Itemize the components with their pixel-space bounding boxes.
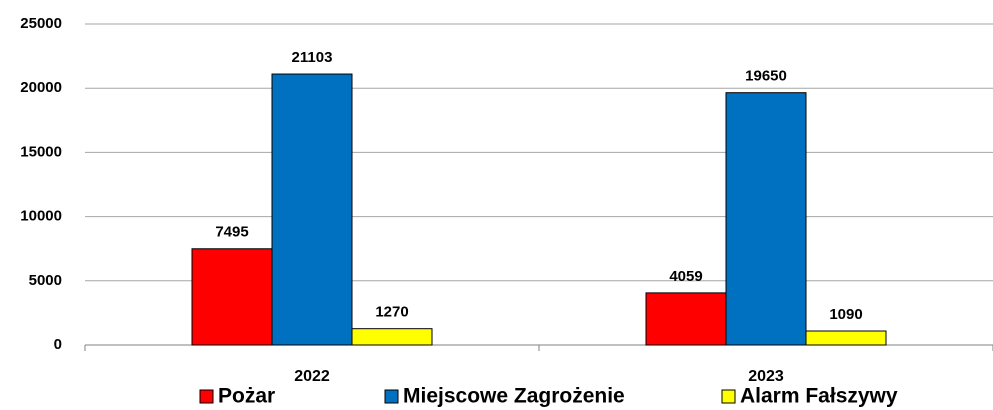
- legend-swatch: [721, 389, 736, 404]
- legend-label: Miejscowe Zagrożenie: [403, 385, 625, 408]
- legend-swatch: [384, 389, 399, 404]
- x-tick-label: 2023: [748, 368, 784, 385]
- bar: [805, 330, 887, 346]
- bar: [351, 328, 433, 346]
- legend-label: Pożar: [218, 385, 275, 408]
- legend-swatch: [199, 389, 214, 404]
- x-tick-label: 2022: [294, 368, 330, 385]
- y-tick-label: 5000: [29, 272, 62, 289]
- data-label: 21103: [292, 49, 333, 66]
- data-label: 1090: [829, 306, 862, 323]
- bar: [725, 92, 807, 346]
- bar: [191, 248, 273, 346]
- data-label: 1270: [375, 304, 408, 321]
- bar: [271, 73, 353, 346]
- legend-label: Alarm Fałszywy: [740, 385, 898, 408]
- y-tick-label: 0: [54, 336, 62, 353]
- bar: [645, 292, 727, 346]
- y-tick-label: 10000: [20, 208, 62, 225]
- y-tick-label: 15000: [20, 143, 62, 160]
- data-label: 19650: [745, 68, 787, 85]
- y-tick-label: 20000: [20, 79, 62, 96]
- data-label: 4059: [669, 268, 702, 285]
- y-tick-label: 25000: [20, 15, 62, 32]
- data-label: 7495: [215, 224, 248, 241]
